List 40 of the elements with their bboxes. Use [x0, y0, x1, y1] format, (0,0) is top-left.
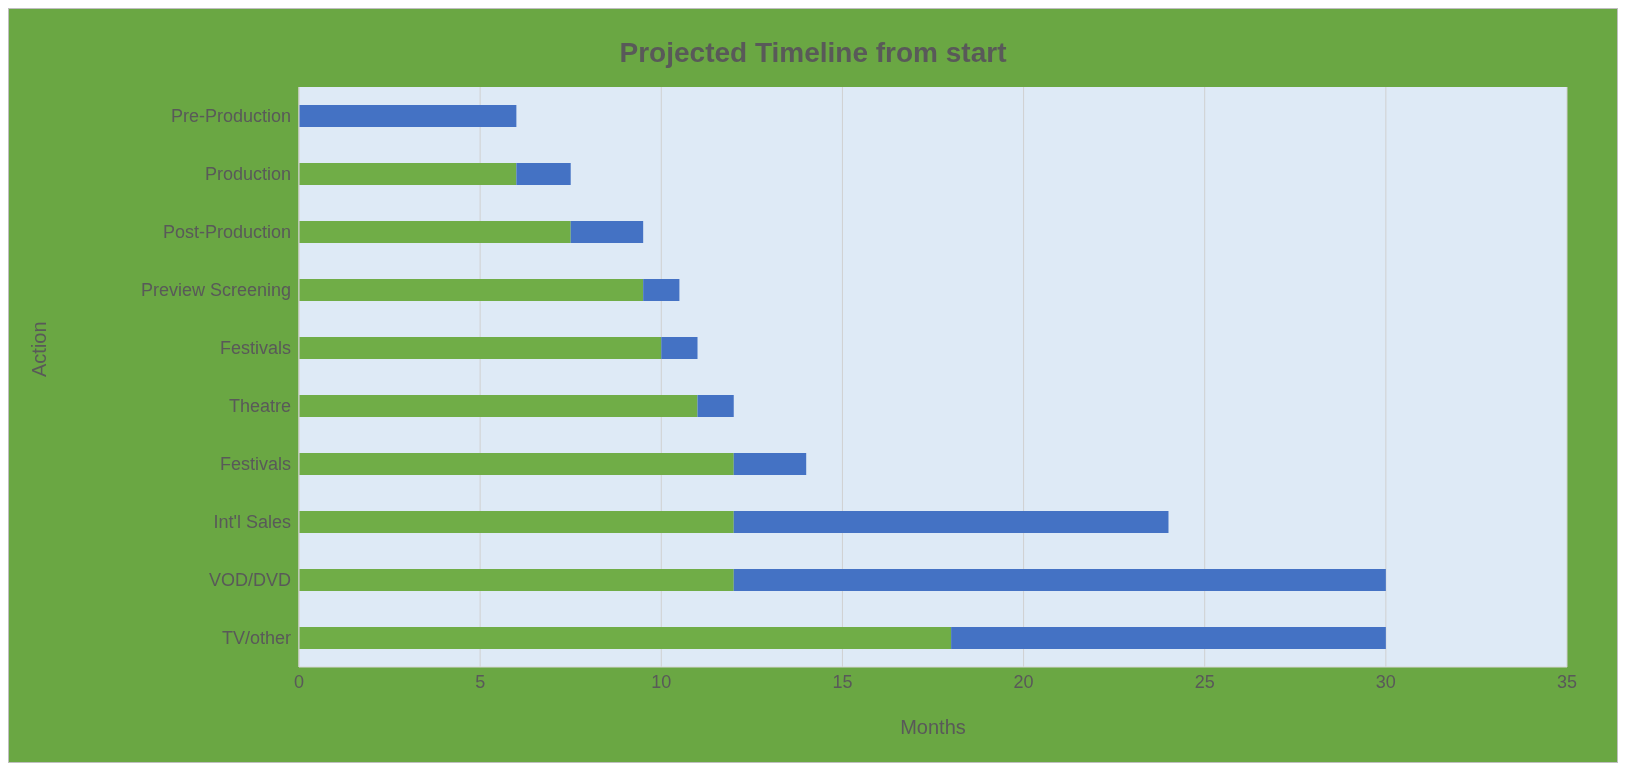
y-tick-label: Int'l Sales	[213, 512, 291, 533]
bar	[951, 626, 1386, 649]
bar	[733, 452, 807, 475]
bar	[299, 394, 698, 417]
x-tick-label: 30	[1375, 671, 1396, 692]
bar	[299, 278, 644, 301]
bar	[733, 510, 1169, 533]
y-tick-label: Preview Screening	[140, 280, 291, 301]
x-tick-label: 10	[651, 671, 672, 692]
y-tick-label: Festivals	[219, 454, 291, 475]
y-tick-label: Production	[204, 164, 291, 185]
y-tick-label: Festivals	[219, 338, 291, 359]
bar	[516, 162, 571, 185]
x-tick-label: 25	[1194, 671, 1215, 692]
y-tick-label: TV/other	[221, 628, 291, 649]
bar	[733, 568, 1386, 591]
x-axis-title: Months	[900, 716, 966, 738]
bar	[299, 220, 571, 243]
y-tick-label: Post-Production	[162, 222, 291, 243]
bar	[570, 220, 644, 243]
y-tick-label: Theatre	[228, 396, 291, 417]
chart-title: Projected Timeline from start	[618, 36, 1008, 70]
x-tick-label: 15	[832, 671, 853, 692]
bar	[299, 336, 662, 359]
y-axis-title: Action	[28, 321, 51, 377]
bar	[299, 510, 734, 533]
bar	[299, 162, 517, 185]
bar	[299, 104, 517, 127]
bar	[643, 278, 680, 301]
x-tick-label: 0	[293, 671, 305, 692]
x-tick-label: 20	[1013, 671, 1034, 692]
bar	[661, 336, 698, 359]
bar	[299, 452, 734, 475]
y-tick-label: Pre-Production	[170, 106, 291, 127]
x-tick-label: 5	[475, 671, 486, 692]
bar	[299, 568, 734, 591]
bar	[299, 626, 952, 649]
x-tick-label: 35	[1556, 671, 1578, 692]
y-tick-label: VOD/DVD	[208, 570, 291, 591]
bar	[697, 394, 734, 417]
